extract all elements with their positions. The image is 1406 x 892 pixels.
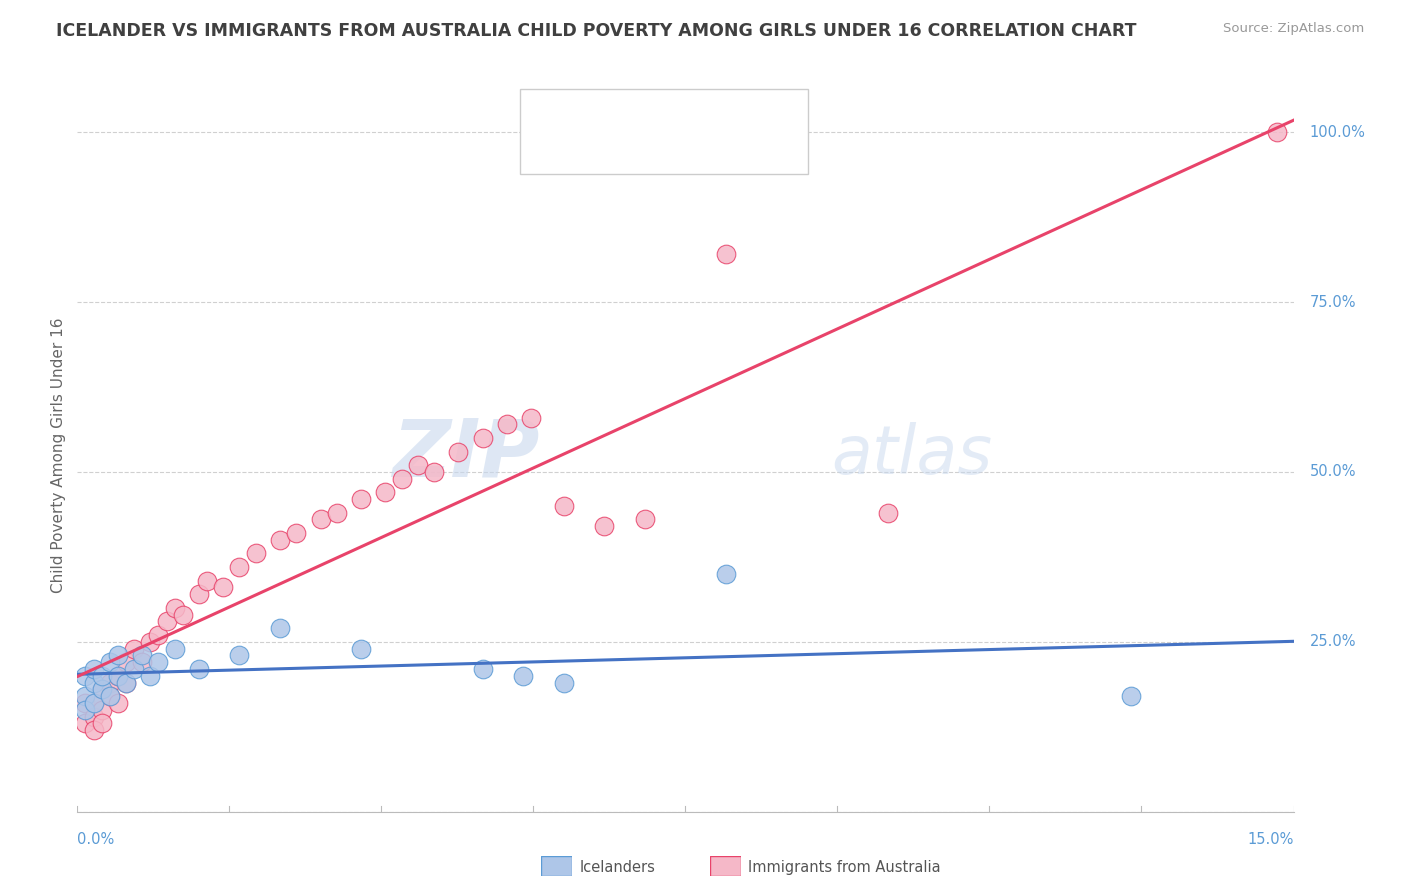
Point (163, 600, 186, 615)
Point (75, 696, 97, 710)
Point (326, 506, 349, 520)
Point (228, 648, 250, 663)
Point (148, 655, 170, 669)
Point (877, 506, 900, 520)
Point (471, 431, 494, 445)
Point (139, 669, 162, 683)
Point (391, 472, 413, 486)
Point (122, 641, 145, 656)
Point (115, 675, 138, 690)
Point (98, 689, 121, 703)
Point (83, 675, 105, 690)
Point (496, 417, 519, 432)
Point (90, 669, 112, 683)
Y-axis label: Child Poverty Among Girls Under 16: Child Poverty Among Girls Under 16 (51, 318, 66, 592)
Point (714, 566, 737, 581)
Point (406, 458, 429, 472)
Point (228, 560, 250, 574)
Point (90, 716, 112, 731)
Point (350, 641, 373, 656)
Point (188, 662, 211, 676)
Point (269, 533, 291, 547)
Point (512, 669, 534, 683)
FancyBboxPatch shape (540, 104, 576, 126)
Point (83, 662, 105, 676)
Point (75, 689, 97, 703)
Point (90, 682, 112, 697)
Point (131, 648, 153, 663)
Text: 75.0%: 75.0% (1310, 294, 1357, 310)
Point (553, 675, 575, 690)
Text: 25.0%: 25.0% (1310, 634, 1357, 649)
FancyBboxPatch shape (710, 856, 741, 876)
Point (374, 485, 396, 500)
Text: 15.0%: 15.0% (1247, 832, 1294, 847)
Point (1121, 689, 1143, 703)
Point (148, 628, 170, 642)
Text: 0.0%: 0.0% (77, 832, 114, 847)
Text: atlas: atlas (831, 422, 993, 488)
Point (471, 662, 494, 676)
Text: 50.0%: 50.0% (1310, 465, 1357, 479)
Text: Icelanders: Icelanders (579, 861, 655, 875)
Text: R = -0.234   N = 23: R = -0.234 N = 23 (586, 106, 776, 124)
Point (269, 621, 291, 635)
Point (447, 444, 470, 458)
Point (115, 675, 138, 690)
Point (122, 662, 145, 676)
Point (90, 682, 112, 697)
Point (212, 581, 235, 595)
Point (553, 499, 575, 513)
Point (98, 675, 121, 690)
FancyBboxPatch shape (541, 856, 572, 876)
Text: 100.0%: 100.0% (1310, 125, 1365, 140)
Point (107, 648, 129, 663)
Text: Source: ZipAtlas.com: Source: ZipAtlas.com (1223, 22, 1364, 36)
Point (75, 716, 97, 731)
Point (188, 587, 211, 601)
Point (83, 696, 105, 710)
Point (350, 492, 373, 507)
Point (163, 641, 186, 656)
Point (634, 512, 657, 526)
Text: ZIP: ZIP (392, 416, 540, 494)
Point (75, 703, 97, 717)
Point (520, 410, 543, 425)
FancyBboxPatch shape (540, 136, 576, 158)
Point (593, 519, 616, 533)
Point (155, 615, 177, 629)
Point (107, 669, 129, 683)
Text: ICELANDER VS IMMIGRANTS FROM AUSTRALIA CHILD POVERTY AMONG GIRLS UNDER 16 CORREL: ICELANDER VS IMMIGRANTS FROM AUSTRALIA C… (56, 22, 1136, 40)
Point (172, 607, 194, 622)
Point (139, 635, 162, 649)
Point (714, 247, 737, 261)
Point (131, 655, 153, 669)
Text: Immigrants from Australia: Immigrants from Australia (748, 861, 941, 875)
Point (195, 574, 218, 588)
Point (83, 709, 105, 723)
Point (98, 655, 121, 669)
Point (115, 655, 138, 669)
Point (423, 465, 446, 479)
Text: R =  0.699   N = 45: R = 0.699 N = 45 (586, 138, 776, 156)
Point (245, 546, 267, 560)
Point (75, 669, 97, 683)
Point (107, 669, 129, 683)
Point (98, 689, 121, 703)
Point (83, 723, 105, 738)
Point (83, 696, 105, 710)
Point (90, 703, 112, 717)
Point (1265, 125, 1288, 139)
Point (309, 512, 332, 526)
Point (107, 696, 129, 710)
Point (285, 526, 308, 541)
